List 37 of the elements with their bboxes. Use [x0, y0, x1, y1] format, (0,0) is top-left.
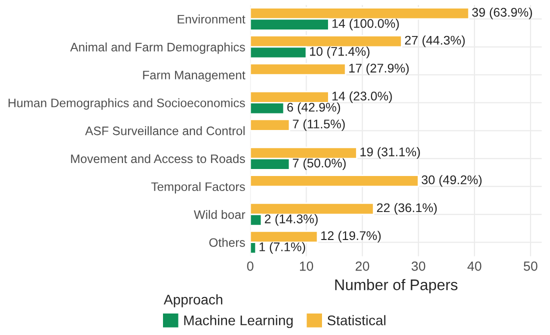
y-tick-label: Farm Management	[143, 70, 246, 82]
legend-title: Approach	[164, 294, 222, 308]
y-tick-label: Environment	[178, 14, 246, 24]
legend-label: Statistical	[328, 315, 386, 326]
data-label: 2 (14.3%)	[264, 214, 318, 226]
x-axis-title: Number of Papers	[335, 278, 458, 294]
data-label: 7 (50.0%)	[292, 158, 346, 170]
data-label: 6 (42.9%)	[287, 102, 340, 114]
y-tick-label: Animal and Farm Demographics	[70, 42, 245, 54]
x-tick-label: 40	[467, 261, 482, 271]
x-tick-label: 10	[300, 261, 314, 271]
x-tick-label: 20	[356, 261, 370, 271]
y-tick-label: Movement and Access to Roads	[71, 154, 245, 164]
bar	[250, 62, 346, 76]
y-tick-label: ASF Surveillance and Control	[85, 126, 245, 136]
data-label: 39 (63.9%)	[472, 8, 532, 20]
data-label: 22 (36.1%)	[376, 202, 437, 215]
x-tick-label: 50	[524, 261, 538, 271]
y-tick-label: Others	[209, 238, 245, 247]
data-label: 7 (11.5%)	[292, 119, 345, 131]
data-label: 14 (100.0%)	[332, 18, 399, 30]
y-tick-label: Wild boar	[194, 210, 246, 219]
data-label: 1 (7.1%)	[260, 242, 306, 254]
legend-label: Machine Learning	[184, 315, 293, 328]
data-label: 30 (49.2%)	[422, 175, 482, 187]
data-label: 12 (19.7%)	[321, 230, 381, 243]
data-label: 14 (23.0%)	[332, 91, 392, 103]
y-tick-label: Temporal Factors	[151, 182, 245, 194]
data-label: 27 (44.3%)	[405, 35, 465, 48]
bar	[250, 118, 290, 132]
y-tick-label: Human Demographics and Socioeconomics	[8, 98, 245, 110]
x-tick-label: 0	[247, 261, 254, 271]
x-tick-label: 30	[412, 261, 426, 271]
data-label: 19 (31.1%)	[360, 147, 420, 159]
bar	[250, 174, 420, 188]
data-label: 17 (27.9%)	[349, 63, 409, 76]
data-label: 10 (71.4%)	[310, 46, 370, 58]
